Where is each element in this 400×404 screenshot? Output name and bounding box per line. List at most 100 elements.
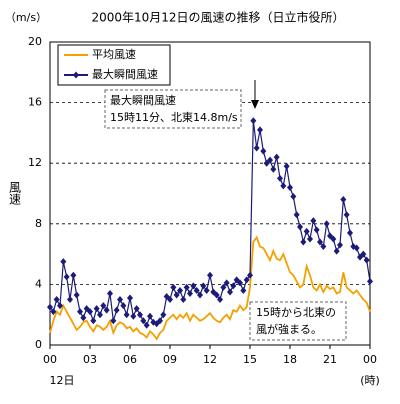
annotation-text: 15時から北東の — [256, 306, 336, 319]
marker — [353, 244, 360, 252]
legend-label: 平均風速 — [92, 48, 136, 61]
marker — [180, 296, 187, 304]
marker — [250, 117, 257, 125]
marker — [167, 296, 173, 304]
annotation-box — [249, 301, 347, 341]
marker — [133, 305, 140, 313]
marker — [363, 256, 370, 264]
marker — [217, 296, 223, 304]
marker — [330, 235, 337, 243]
marker — [290, 193, 297, 201]
marker — [367, 277, 373, 285]
marker — [253, 144, 260, 152]
plot-frame — [49, 41, 371, 346]
marker — [87, 308, 93, 316]
series-line — [49, 235, 371, 341]
marker — [190, 282, 197, 290]
marker — [50, 308, 57, 316]
marker — [183, 283, 190, 291]
marker — [127, 294, 133, 302]
x-tick-label: 12 — [203, 353, 217, 366]
marker — [107, 289, 113, 297]
marker — [130, 312, 137, 320]
marker — [230, 282, 237, 290]
marker — [90, 317, 97, 325]
marker — [283, 162, 290, 170]
annotation-text: 15時11分、北東14.8m/s — [110, 111, 238, 124]
x-tick-label: 03 — [83, 353, 97, 366]
marker — [213, 291, 220, 299]
x-tick-label: 00 — [43, 353, 57, 366]
marker — [333, 247, 340, 255]
x-tick-label: 00 — [363, 353, 377, 366]
marker — [197, 291, 203, 299]
marker — [320, 243, 327, 251]
marker — [227, 288, 233, 296]
marker — [207, 271, 213, 279]
marker — [160, 311, 167, 319]
marker — [100, 302, 107, 310]
marker — [140, 317, 147, 325]
marker — [343, 211, 350, 219]
marker — [120, 302, 127, 310]
annotation-text: 風が強まる。 — [256, 322, 322, 336]
x-tick-label: 21 — [323, 353, 337, 366]
x-tick-label: 09 — [163, 353, 177, 366]
legend-marker — [73, 71, 79, 79]
marker — [200, 282, 207, 290]
marker — [260, 147, 267, 155]
x-date-label: 12日 — [50, 374, 75, 387]
marker — [220, 283, 227, 291]
marker — [267, 156, 273, 164]
y-tick-label: 12 — [28, 156, 42, 169]
marker — [53, 296, 60, 304]
marker — [340, 196, 347, 204]
marker — [317, 238, 323, 246]
marker — [110, 317, 117, 325]
marker — [80, 314, 87, 322]
marker — [63, 273, 70, 281]
marker — [297, 223, 303, 231]
marker — [203, 286, 210, 294]
marker — [237, 279, 243, 287]
marker — [313, 226, 320, 234]
marker — [97, 311, 103, 319]
marker — [170, 283, 177, 291]
marker — [157, 317, 163, 325]
marker — [243, 276, 250, 284]
marker — [293, 211, 300, 219]
marker — [280, 182, 287, 190]
marker — [143, 321, 150, 329]
marker — [93, 305, 100, 313]
marker — [273, 153, 280, 161]
marker — [113, 306, 120, 314]
y-tick-label: 4 — [35, 277, 42, 290]
y-tick-label: 8 — [35, 217, 42, 230]
marker — [177, 286, 183, 294]
marker — [307, 235, 313, 243]
marker — [347, 229, 353, 237]
marker — [337, 241, 343, 249]
marker — [173, 291, 180, 299]
arrow-head — [251, 100, 259, 109]
y-tick-label: 16 — [28, 96, 42, 109]
marker — [77, 308, 83, 316]
marker — [47, 303, 53, 311]
marker — [277, 174, 283, 182]
legend — [57, 44, 171, 86]
marker — [360, 250, 367, 258]
marker — [323, 220, 330, 228]
chart-title: 2000年10月12日の風速の推移（日立市役所） — [91, 10, 344, 25]
marker — [60, 258, 67, 266]
annotation-text: 最大瞬間風速 — [110, 93, 176, 107]
marker — [67, 296, 73, 304]
marker — [147, 312, 153, 320]
unit-label: （m/s） — [5, 11, 47, 24]
marker — [117, 296, 123, 304]
marker — [257, 126, 263, 134]
legend-label: 最大瞬間風速 — [92, 67, 158, 81]
x-tick-label: 15 — [243, 353, 257, 366]
marker — [73, 291, 80, 299]
x-unit-label: (時) — [360, 374, 380, 387]
